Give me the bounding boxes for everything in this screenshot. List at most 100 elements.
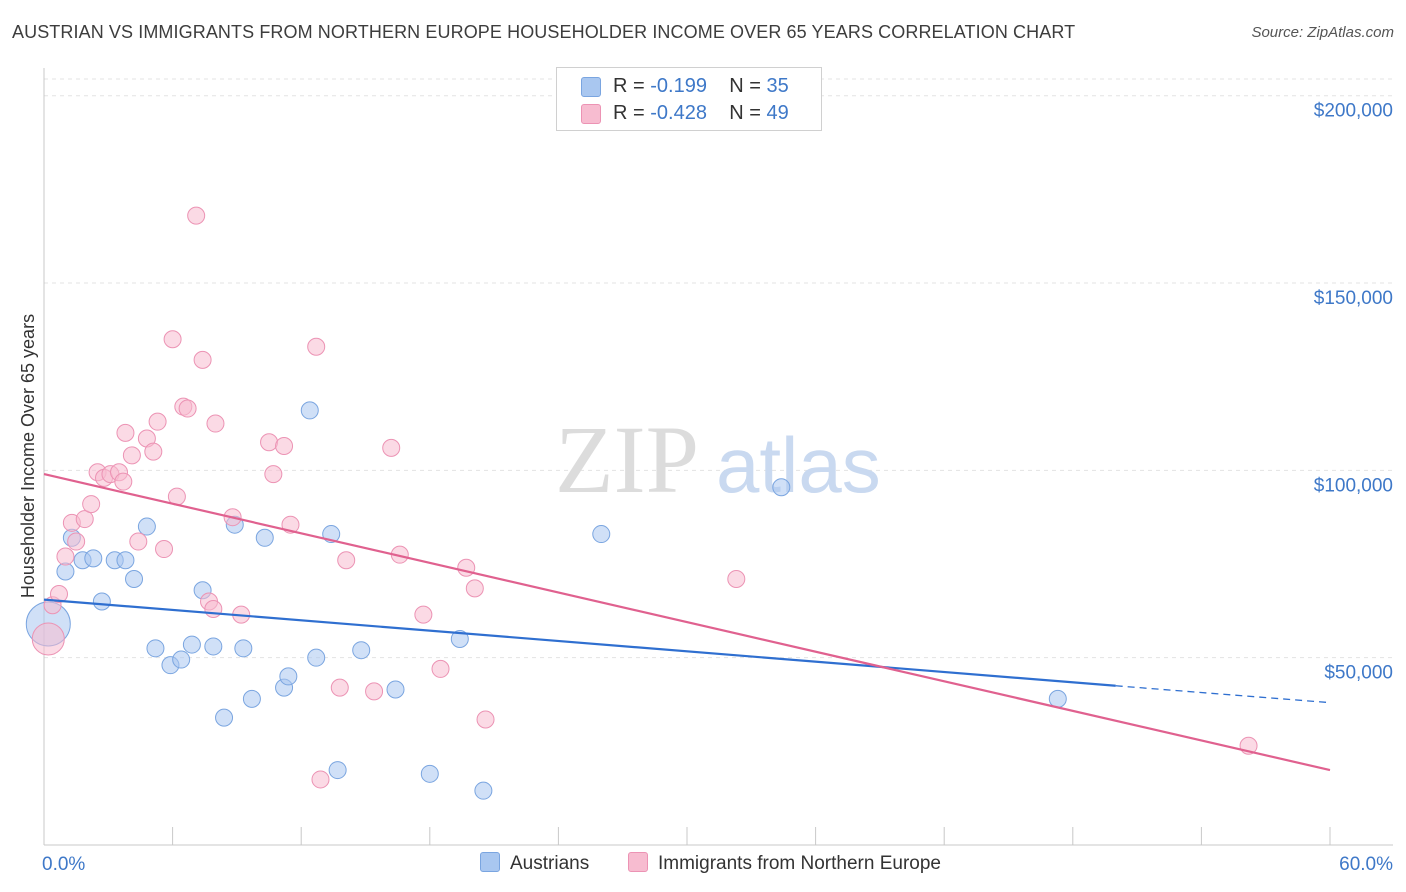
watermark-zip: ZIP bbox=[555, 406, 699, 513]
watermark: ZIP atlas bbox=[555, 406, 881, 513]
data-point bbox=[144, 442, 163, 461]
data-point bbox=[155, 540, 174, 559]
data-point bbox=[234, 639, 253, 658]
austrians-legend-swatch bbox=[480, 852, 500, 872]
data-point bbox=[386, 680, 405, 699]
source-label: Source: ZipAtlas.com bbox=[1251, 24, 1394, 41]
data-point bbox=[450, 629, 469, 648]
data-point bbox=[337, 551, 356, 570]
data-point bbox=[260, 433, 279, 452]
data-point bbox=[279, 667, 298, 686]
data-point bbox=[204, 637, 223, 656]
stats-legend-box: R = -0.199 N = 35 R = -0.428 N = 49 bbox=[556, 67, 822, 131]
data-point bbox=[307, 648, 326, 667]
data-point bbox=[431, 659, 450, 678]
legend-label-austrians: Austrians bbox=[510, 853, 590, 874]
austrians-points bbox=[25, 401, 1067, 800]
x-tick-max: 60.0% bbox=[1339, 854, 1393, 875]
r-value: -0.428 bbox=[650, 102, 707, 124]
watermark-atlas: atlas bbox=[716, 421, 881, 509]
data-point bbox=[352, 641, 371, 660]
data-point bbox=[84, 549, 103, 568]
legend-item-immigrants[interactable]: Immigrants from Northern Europe bbox=[628, 852, 941, 875]
data-point bbox=[592, 525, 611, 544]
data-point bbox=[727, 570, 746, 589]
data-point bbox=[122, 446, 141, 465]
trend-line-immigrants bbox=[43, 473, 1331, 772]
data-point bbox=[56, 562, 75, 581]
legend-label-immigrants: Immigrants from Northern Europe bbox=[658, 853, 941, 874]
data-point bbox=[365, 682, 384, 701]
austrians-swatch bbox=[581, 77, 601, 97]
data-point bbox=[193, 350, 212, 369]
y-tick-label: $50,000 bbox=[1324, 663, 1393, 684]
data-point bbox=[420, 764, 439, 783]
data-point bbox=[328, 761, 347, 780]
y-tick-label: $100,000 bbox=[1314, 475, 1393, 496]
data-point bbox=[215, 708, 234, 727]
data-point bbox=[330, 678, 349, 697]
r-value: -0.199 bbox=[650, 75, 707, 97]
n-label: N = bbox=[729, 102, 761, 124]
data-point bbox=[772, 478, 791, 497]
data-point bbox=[67, 532, 86, 551]
y-tick-label: $200,000 bbox=[1314, 101, 1393, 122]
data-point bbox=[204, 599, 223, 618]
data-point bbox=[414, 605, 433, 624]
r-label: R = bbox=[613, 75, 645, 97]
y-tick-label: $150,000 bbox=[1314, 288, 1393, 309]
immigrants-points bbox=[31, 206, 1258, 789]
data-point bbox=[474, 781, 493, 800]
data-point bbox=[382, 438, 401, 457]
data-point bbox=[82, 495, 101, 514]
stats-text-austrians: R = -0.199 N = 35 bbox=[613, 73, 789, 99]
data-point bbox=[116, 551, 135, 570]
stats-text-immigrants: R = -0.428 N = 49 bbox=[613, 100, 789, 126]
trend-lines bbox=[43, 473, 1331, 772]
data-point bbox=[148, 412, 167, 431]
data-point bbox=[465, 579, 484, 598]
gridlines bbox=[44, 78, 1393, 659]
data-point bbox=[264, 465, 283, 484]
legend-item-austrians[interactable]: Austrians bbox=[480, 852, 589, 875]
n-value: 49 bbox=[766, 102, 789, 124]
data-point bbox=[114, 472, 133, 491]
n-label: N = bbox=[729, 75, 761, 97]
data-point bbox=[75, 510, 94, 529]
data-point bbox=[116, 423, 135, 442]
x-tick-min: 0.0% bbox=[42, 854, 85, 875]
data-point bbox=[242, 689, 261, 708]
y-tick-labels: $50,000 $100,000 $150,000 $200,000 bbox=[1314, 101, 1393, 684]
data-point bbox=[178, 399, 197, 418]
data-point bbox=[146, 639, 165, 658]
data-point bbox=[1048, 689, 1067, 708]
chart-title: AUSTRIAN VS IMMIGRANTS FROM NORTHERN EUR… bbox=[12, 22, 1076, 42]
data-point bbox=[311, 770, 330, 789]
immigrants-legend-swatch bbox=[628, 852, 648, 872]
data-point bbox=[206, 414, 225, 433]
data-point bbox=[31, 622, 65, 656]
trend-line-austrians bbox=[43, 598, 1116, 687]
data-point bbox=[187, 206, 206, 225]
data-point bbox=[56, 547, 75, 566]
data-point bbox=[129, 532, 148, 551]
data-point bbox=[300, 401, 319, 420]
immigrants-swatch bbox=[581, 104, 601, 124]
y-axis-label: Householder Income Over 65 years bbox=[18, 314, 38, 598]
data-point bbox=[172, 650, 191, 669]
data-point bbox=[307, 337, 326, 356]
data-point bbox=[255, 528, 274, 547]
data-point bbox=[163, 330, 182, 349]
data-point bbox=[182, 635, 201, 654]
data-point bbox=[92, 592, 111, 611]
n-value: 35 bbox=[766, 75, 789, 97]
axes bbox=[43, 68, 1393, 846]
data-point bbox=[476, 710, 495, 729]
r-label: R = bbox=[613, 102, 645, 124]
data-point bbox=[137, 517, 156, 536]
data-point bbox=[50, 584, 69, 603]
trend-line-austrians-extension bbox=[1115, 685, 1331, 704]
data-point bbox=[275, 437, 294, 456]
data-point bbox=[125, 570, 144, 589]
